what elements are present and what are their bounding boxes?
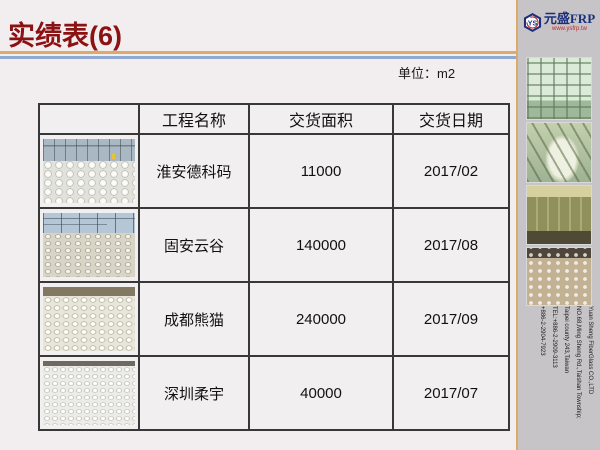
svg-text:YS: YS: [528, 19, 538, 27]
project-photo: [43, 213, 135, 277]
sidebar: YS 元盛FRP www.ysfrp.tw Yuan Sheng FiberGl…: [518, 0, 600, 450]
performance-table: 工程名称 交货面积 交货日期 淮安德科码 11000 2017/02 固安云谷 …: [38, 103, 510, 431]
company-line: TEL:+886-2-2909-3113: [551, 306, 557, 368]
cell-area: 40000: [248, 355, 394, 431]
brand-name: 元盛FRP: [543, 11, 596, 26]
table-row: 固安云谷 140000 2017/08: [38, 207, 510, 283]
cell-date: 2017/02: [392, 133, 510, 209]
header-photo: [38, 103, 140, 135]
cell-date: 2017/07: [392, 355, 510, 431]
company-line: Yuan Sheng FiberGlass CO.,LTD: [587, 306, 593, 395]
sidebar-photo-tank: [526, 122, 592, 183]
company-address-vertical-text: Yuan Sheng FiberGlass CO.,LTD NO.68,Ming…: [536, 306, 596, 436]
construction-frame-graphic: [43, 139, 135, 161]
frp-cylinders-graphic: [43, 366, 135, 425]
sidebar-divider: [516, 0, 518, 450]
cell-date: 2017/08: [392, 207, 510, 283]
header-delivery-area: 交货面积: [248, 103, 394, 135]
company-logo: YS 元盛FRP www.ysfrp.tw: [518, 11, 600, 33]
table-header-row: 工程名称 交货面积 交货日期: [38, 103, 510, 135]
crane-skyline-graphic: [43, 213, 135, 233]
cell-area: 240000: [248, 281, 394, 357]
brand-website: www.ysfrp.tw: [551, 26, 587, 33]
cell-area: 11000: [248, 133, 394, 209]
frp-cylinders-graphic: [43, 233, 135, 277]
sidebar-photo-floor: [526, 247, 592, 306]
cell-date: 2017/09: [392, 281, 510, 357]
sidebar-photo-ceiling: [526, 57, 592, 120]
frp-cylinders-graphic: [43, 296, 135, 351]
table-row: 成都熊猫 240000 2017/09: [38, 281, 510, 357]
sidebar-photo-tanks-row: [526, 185, 592, 245]
cell-project: 淮安德科码: [138, 133, 250, 209]
company-line: Taipei county 243,Taiwan: [563, 306, 569, 374]
cell-area: 140000: [248, 207, 394, 283]
header-project-name: 工程名称: [138, 103, 250, 135]
table-row: 淮安德科码 11000 2017/02: [38, 133, 510, 209]
company-line: +886-2-2904-7923: [539, 306, 545, 356]
ys-hexagon-icon: YS: [523, 12, 541, 32]
unit-label: 单位：m2: [398, 66, 456, 81]
cell-project: 深圳柔宇: [138, 355, 250, 431]
worker-vest-graphic: [112, 154, 115, 159]
project-photo: [43, 287, 135, 351]
frp-cylinders-graphic: [43, 161, 135, 203]
company-line: NO.68,Ming Sheng Rd.,Taishan Township;: [575, 306, 581, 419]
title-rule-tan: [0, 51, 517, 54]
title-rule-blue: [0, 56, 517, 59]
table-row: 深圳柔宇 40000 2017/07: [38, 355, 510, 431]
cell-project: 固安云谷: [138, 207, 250, 283]
project-photo: [43, 139, 135, 203]
project-photo: [43, 361, 135, 425]
header-delivery-date: 交货日期: [392, 103, 510, 135]
cell-project: 成都熊猫: [138, 281, 250, 357]
slide-title: 实绩表(6): [8, 21, 122, 51]
